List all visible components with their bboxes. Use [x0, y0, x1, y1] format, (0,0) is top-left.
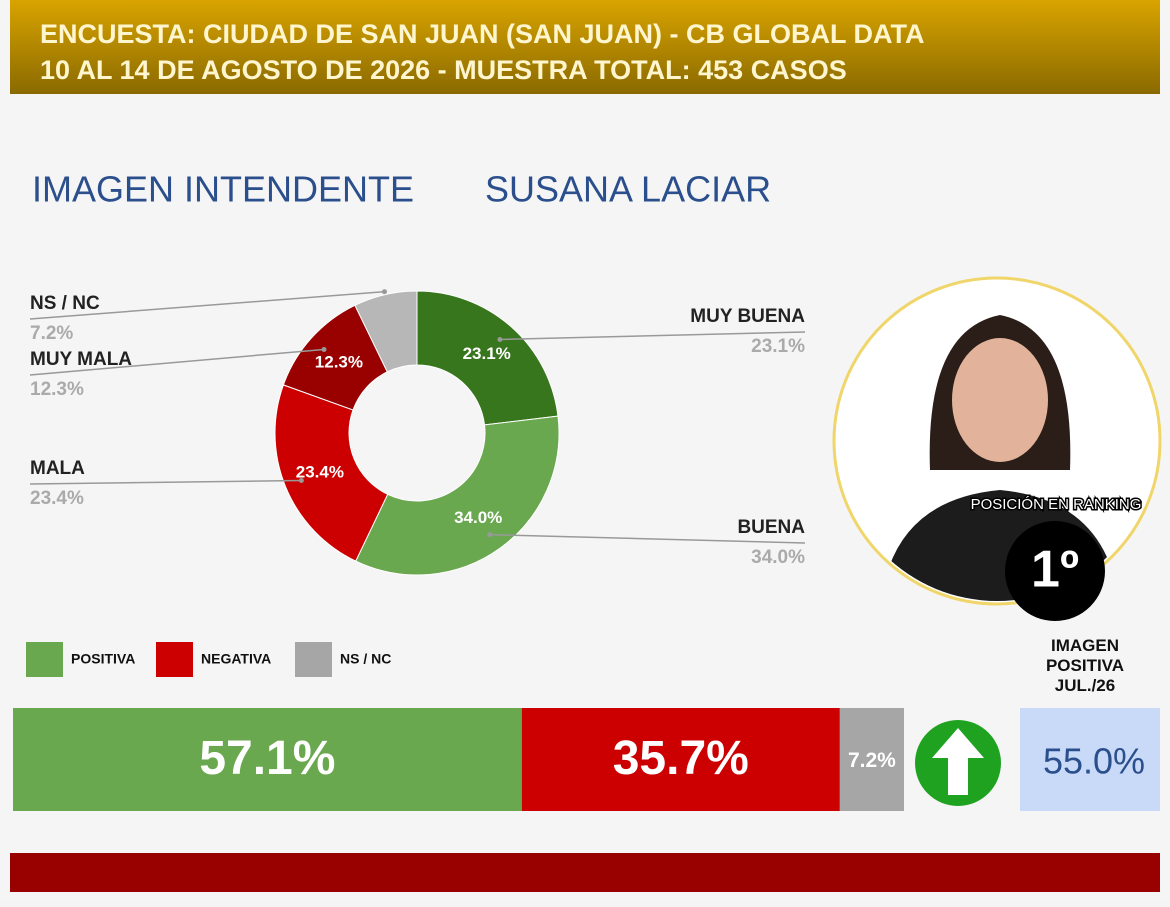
legend-label: POSITIVA: [71, 651, 135, 667]
bar-label: 35.7%: [613, 732, 749, 785]
slice-label: 23.1%: [463, 344, 511, 363]
previous-label: IMAGEN POSITIVA JUL./26: [1046, 636, 1124, 695]
bar-segment: [839, 708, 904, 811]
category-label: MALA: [30, 458, 85, 479]
ranking-value: 1º: [1031, 541, 1079, 599]
chart-title: IMAGEN INTENDENTE: [32, 169, 414, 210]
leader-dot: [487, 532, 493, 538]
header-line: 10 AL 14 DE AGOSTO DE 2026 - MUESTRA TOT…: [40, 55, 847, 85]
category-label: MUY BUENA: [690, 306, 805, 327]
legend-label: NS / NC: [340, 651, 391, 667]
category-label: BUENA: [737, 517, 805, 538]
category-value: 34.0%: [751, 547, 805, 568]
leader-line: [29, 479, 302, 485]
bar-segment: [521, 708, 840, 811]
footer-bar: [10, 853, 1160, 892]
bar-segment: [13, 708, 522, 811]
donut-slice: [274, 384, 389, 562]
donut-chart: 23.1% MUY BUENA 23.1% 34.0% BUENA 34.0% 23.4% M…: [29, 289, 806, 576]
category-value: 12.3%: [30, 379, 84, 400]
legend-swatch: [26, 642, 63, 677]
stacked-bar: 57.1% 35.7% 7.2%: [13, 708, 904, 811]
bar-label: 7.2%: [848, 749, 896, 772]
ranking-label: POSICIÓN EN RANKING: [971, 496, 1142, 513]
leader-dot: [381, 289, 387, 295]
leader-dot: [321, 346, 327, 352]
chart-subtitle: SUSANA LACIAR: [485, 169, 771, 210]
slice-label: 12.3%: [315, 352, 363, 371]
leader-dot: [298, 477, 304, 483]
portrait: POSICIÓN EN RANKING 1º: [832, 276, 1162, 621]
previous-value: 55.0%: [1043, 741, 1145, 782]
category-value: 7.2%: [30, 323, 73, 344]
category-value: 23.4%: [30, 488, 84, 509]
legend-swatch: [156, 642, 193, 677]
legend-swatch: [295, 642, 332, 677]
legend-label: NEGATIVA: [201, 651, 271, 667]
bar-label: 57.1%: [199, 732, 335, 785]
previous-box: [1020, 708, 1160, 811]
header-bar: [10, 0, 1160, 94]
header-line: ENCUESTA: CIUDAD DE SAN JUAN (SAN JUAN) …: [40, 19, 925, 49]
slice-label: 23.4%: [296, 462, 344, 481]
category-label: MUY MALA: [30, 349, 132, 370]
leader-line: [29, 290, 385, 320]
slice-label: 34.0%: [454, 508, 502, 527]
leader-line: [499, 331, 806, 341]
category-value: 23.1%: [751, 336, 805, 357]
legend: POSITIVA NEGATIVA NS / NC: [26, 642, 391, 677]
leader-dot: [497, 336, 503, 342]
leader-line: [489, 533, 806, 544]
trend-icon: [915, 720, 1001, 806]
leader-line: [29, 348, 325, 376]
donut-slice: [416, 290, 559, 426]
category-label: NS / NC: [30, 293, 100, 314]
donut-slice: [354, 290, 418, 373]
